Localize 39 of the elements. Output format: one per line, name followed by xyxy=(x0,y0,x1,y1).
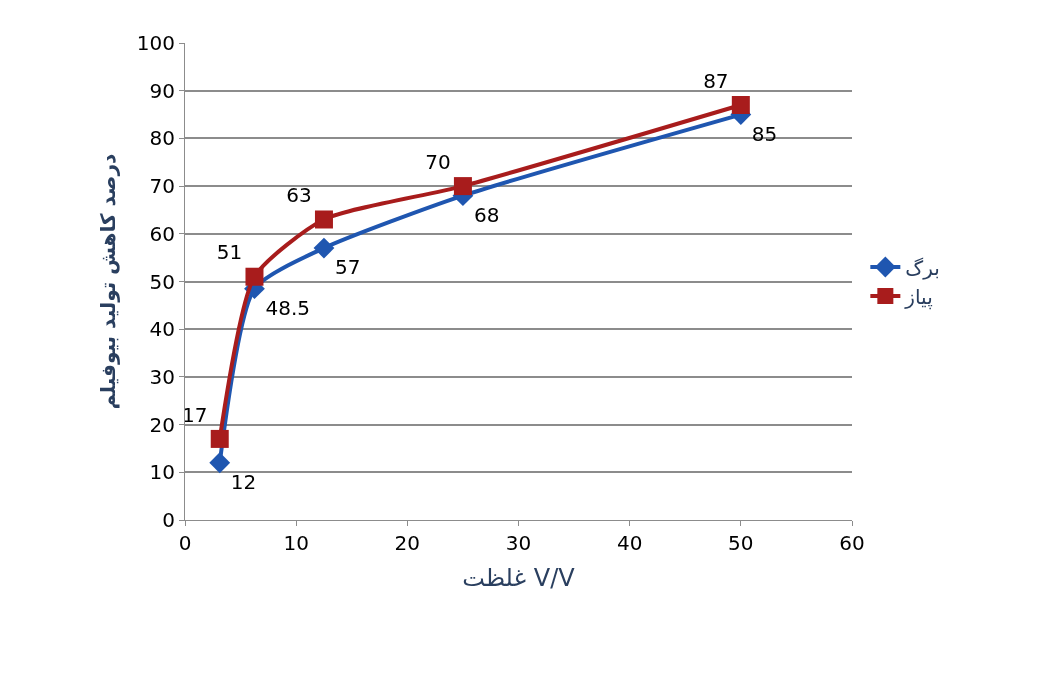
data-label: 12 xyxy=(230,469,257,494)
point xyxy=(313,237,335,259)
data-label: 85 xyxy=(751,121,778,146)
x-tick-label: 10 xyxy=(283,531,309,555)
data-label: 70 xyxy=(425,149,451,174)
y-axis-title: درصد کاهش تولید بیوفیلم xyxy=(96,153,121,410)
point xyxy=(731,96,750,115)
data-label: 17 xyxy=(182,402,208,427)
data-label: 87 xyxy=(703,68,729,93)
y-tick-label: 40 xyxy=(149,317,175,342)
point xyxy=(210,429,229,448)
data-label: 51 xyxy=(216,240,243,265)
y-tick-label: 60 xyxy=(149,221,175,246)
y-tick-label: 20 xyxy=(149,412,175,437)
x-tick-label: 60 xyxy=(839,531,865,555)
point xyxy=(245,267,264,286)
x-tick-label: 40 xyxy=(616,531,643,555)
data-label: 48.5 xyxy=(265,295,311,320)
legend-label: برگ xyxy=(905,255,940,280)
x-tick-label: 50 xyxy=(728,531,754,555)
y-tick-label: 30 xyxy=(149,364,175,389)
y-tick-label: 0 xyxy=(162,508,175,532)
y-tick-label: 50 xyxy=(149,269,175,294)
data-label: 68 xyxy=(473,202,500,227)
point xyxy=(453,177,472,196)
x-tick-label: 0 xyxy=(178,531,192,555)
point xyxy=(314,210,333,229)
x-axis-title: غلظت V/V xyxy=(462,564,576,593)
x-tick-label: 20 xyxy=(394,531,421,555)
y-tick-label: 10 xyxy=(149,460,175,485)
point xyxy=(209,452,231,474)
y-tick-label: 100 xyxy=(136,31,175,55)
legend-label: پیاز xyxy=(904,284,933,310)
x-tick-label: 30 xyxy=(505,531,532,555)
data-label: 63 xyxy=(286,183,312,208)
y-tick-label: 90 xyxy=(149,78,175,103)
y-tick-label: 80 xyxy=(149,126,175,151)
data-label: 57 xyxy=(334,255,361,280)
y-tick-label: 70 xyxy=(149,174,175,199)
